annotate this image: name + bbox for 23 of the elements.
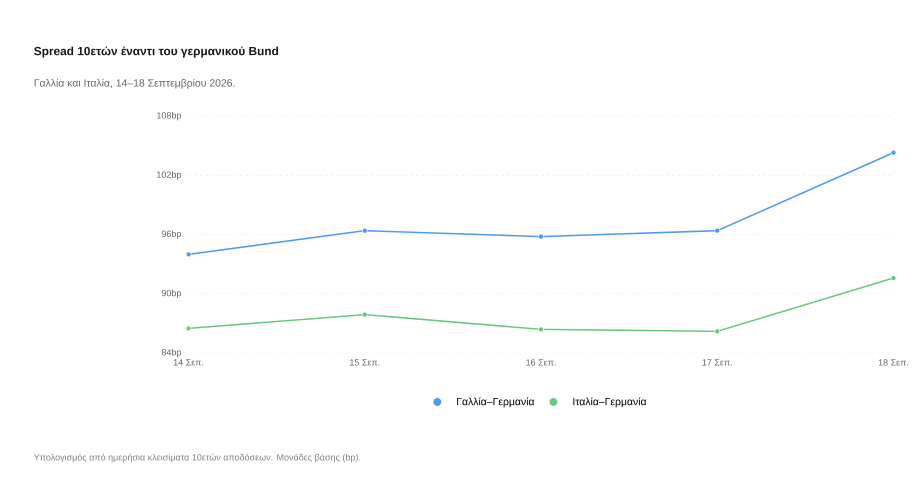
y-tick-label: 108bp [157,112,182,120]
point [362,312,368,318]
chart-subtitle: Γαλλία και Ιταλία, 14–18 Σεπτεμβρίου 2026. [34,78,234,89]
point [186,325,192,331]
y-tick-label: 84bp [162,348,182,358]
x-tick-label: 16 Σεπ. [526,359,556,366]
legend-label: Γαλλία–Γερμανία [457,397,534,408]
y-tick-label: 102bp [157,171,182,180]
chart-title: Spread 10ετών έναντι του γερμανικού Bund [34,46,278,58]
x-tick-label: 17 Σεπ. [702,359,732,366]
point [890,275,896,281]
point [890,150,896,156]
x-tick-label: 14 Σεπ. [174,359,204,366]
point [538,326,544,332]
point [714,328,720,334]
point [186,251,192,257]
text: Υπολογισμός από ημερήσια κλεισίματα 10ετών αποδόσεων. Μονάδες βάσης (bp). [34,453,360,462]
y-tick-label: 90bp [162,289,182,298]
point [538,234,544,240]
y-tick-label: 96bp [162,230,182,239]
x-tick-label: 18 Σεπ. [878,359,908,366]
legend-label: Ιταλία–Γερμανία [573,397,646,408]
x-tick-label: 15 Σεπ. [350,359,380,366]
